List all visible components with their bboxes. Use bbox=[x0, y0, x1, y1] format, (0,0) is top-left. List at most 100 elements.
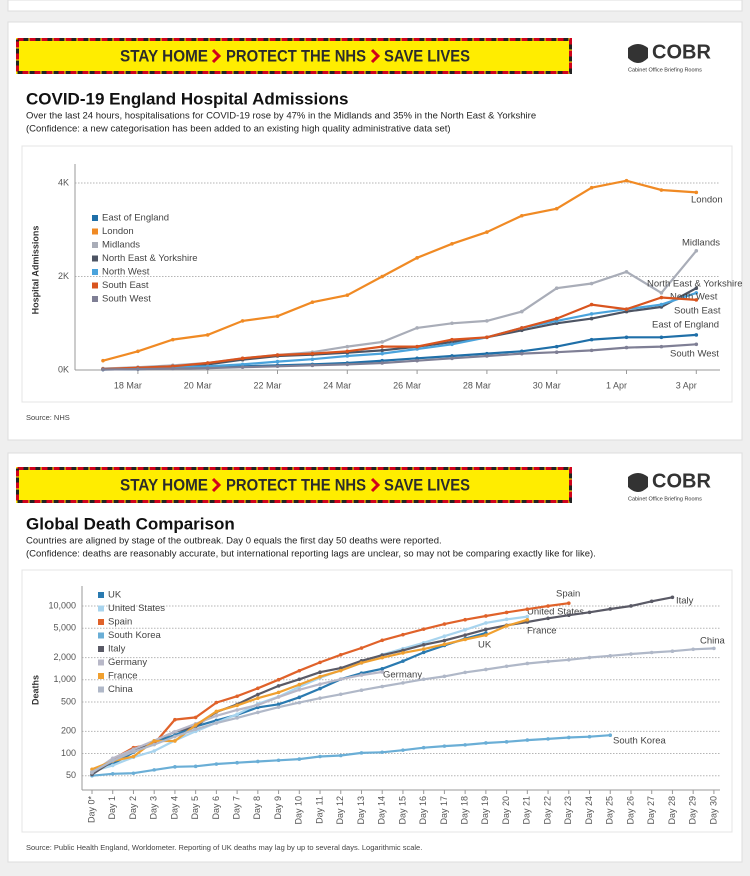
data-point bbox=[152, 742, 156, 747]
banner-border bbox=[16, 467, 572, 503]
data-point bbox=[380, 348, 385, 353]
x-tick-label: Day 22 bbox=[542, 796, 552, 825]
series-end-label: United States bbox=[527, 607, 584, 618]
data-point bbox=[442, 744, 447, 748]
data-point bbox=[235, 703, 239, 708]
x-tick-label: Day 9 bbox=[273, 796, 283, 820]
data-point bbox=[310, 351, 315, 356]
crest-icon bbox=[628, 473, 648, 492]
legend-label: South East bbox=[102, 280, 149, 291]
data-point bbox=[694, 249, 699, 253]
x-tick-label: Day 26 bbox=[625, 796, 635, 825]
data-point bbox=[520, 309, 524, 314]
data-point bbox=[90, 767, 94, 772]
legend-label: South Korea bbox=[108, 630, 162, 641]
data-point bbox=[589, 316, 594, 321]
x-tick-label: Day 20 bbox=[501, 796, 511, 825]
data-point bbox=[694, 298, 699, 302]
data-point bbox=[694, 342, 699, 347]
logo-name: COBR bbox=[652, 470, 711, 492]
series-end-label: London bbox=[691, 195, 723, 206]
y-tick-label: 200 bbox=[61, 726, 76, 736]
chevron bbox=[211, 477, 222, 493]
data-point bbox=[589, 312, 594, 316]
legend-label: United States bbox=[108, 603, 165, 614]
y-tick-label: 2K bbox=[58, 271, 69, 281]
data-point bbox=[566, 735, 571, 740]
chart-subtitle: (Confidence: deaths are reasonably accur… bbox=[26, 549, 596, 560]
data-point bbox=[171, 337, 175, 342]
data-point bbox=[297, 757, 302, 761]
banner-text: SAVE LIVES bbox=[384, 46, 470, 65]
series-end-label: UK bbox=[478, 640, 492, 651]
legend-swatch bbox=[98, 686, 104, 693]
x-tick-label: 28 Mar bbox=[463, 380, 491, 390]
source: Source: NHS bbox=[26, 413, 70, 422]
data-point bbox=[359, 751, 364, 755]
legend-swatch bbox=[98, 605, 104, 612]
data-point bbox=[546, 737, 550, 741]
data-point bbox=[504, 664, 509, 669]
data-point bbox=[152, 739, 156, 743]
data-point bbox=[193, 764, 198, 769]
data-point bbox=[525, 614, 530, 619]
logo-name: COBR bbox=[652, 41, 711, 63]
data-point bbox=[338, 692, 343, 697]
legend-label: China bbox=[108, 684, 134, 695]
banner-text: STAY HOME bbox=[120, 46, 208, 65]
data-point bbox=[359, 688, 364, 693]
data-point bbox=[297, 687, 302, 692]
data-point bbox=[240, 365, 245, 369]
legend-label: Italy bbox=[108, 644, 126, 655]
chart-title: COVID-19 England Hospital Admissions bbox=[26, 89, 348, 108]
x-tick-label: 18 Mar bbox=[114, 380, 142, 390]
data-point bbox=[318, 674, 322, 679]
data-point bbox=[131, 771, 136, 776]
data-point bbox=[415, 344, 419, 349]
data-point bbox=[484, 627, 488, 632]
data-point bbox=[152, 749, 156, 753]
banner bbox=[16, 38, 572, 74]
data-point bbox=[380, 667, 385, 671]
data-point bbox=[401, 659, 405, 663]
x-tick-label: Day 4 bbox=[169, 796, 179, 820]
data-point bbox=[380, 274, 385, 279]
data-point bbox=[318, 670, 322, 675]
data-point bbox=[256, 696, 260, 701]
data-point bbox=[566, 601, 571, 605]
chart-subtitle: Over the last 24 hours, hospitalisations… bbox=[26, 111, 536, 122]
legend-swatch bbox=[98, 659, 104, 666]
x-tick-label: 20 Mar bbox=[184, 380, 212, 390]
legend-swatch bbox=[98, 673, 104, 679]
x-tick-label: Day 17 bbox=[439, 796, 449, 825]
x-tick-label: Day 24 bbox=[584, 796, 594, 825]
data-point bbox=[463, 637, 467, 642]
series-end-label: Italy bbox=[676, 596, 694, 607]
y-tick-label: 10,000 bbox=[48, 600, 76, 610]
banner bbox=[16, 467, 572, 503]
data-point bbox=[256, 703, 260, 707]
chevron bbox=[370, 48, 381, 64]
data-point bbox=[235, 712, 239, 717]
x-tick-label: Day 5 bbox=[190, 796, 200, 820]
chart-subtitle: Countries are aligned by stage of the ou… bbox=[26, 536, 442, 547]
data-point bbox=[401, 632, 405, 637]
data-point bbox=[205, 333, 210, 337]
data-point bbox=[205, 361, 210, 365]
data-point bbox=[415, 358, 419, 363]
y-axis-label: Hospital Admissions bbox=[30, 226, 40, 315]
legend-label: Germany bbox=[108, 657, 147, 668]
series-line bbox=[91, 734, 611, 777]
data-point bbox=[442, 638, 447, 643]
series-end-label: North East & Yorkshire bbox=[647, 279, 743, 290]
data-point bbox=[554, 316, 559, 321]
series-line bbox=[102, 343, 697, 371]
legend-swatch bbox=[98, 632, 104, 639]
x-tick-label: 26 Mar bbox=[393, 380, 421, 390]
data-point bbox=[256, 759, 260, 764]
data-point bbox=[450, 342, 454, 347]
y-tick-label: 4K bbox=[58, 177, 69, 187]
data-point bbox=[101, 358, 105, 363]
legend-swatch bbox=[92, 242, 98, 248]
